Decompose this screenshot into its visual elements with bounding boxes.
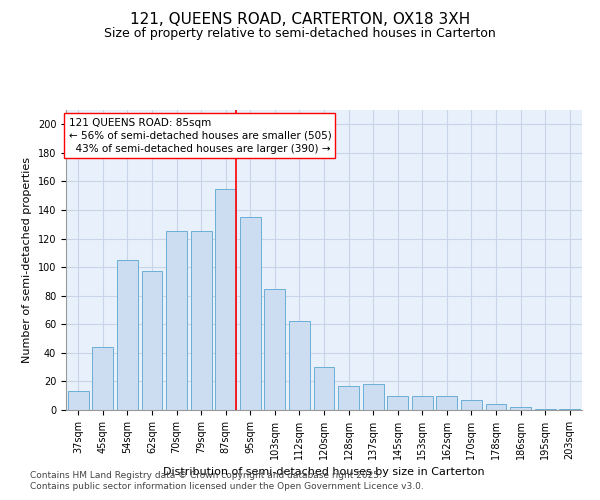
Y-axis label: Number of semi-detached properties: Number of semi-detached properties [22, 157, 32, 363]
Bar [412, 396, 433, 410]
Bar [215, 188, 236, 410]
Bar [117, 260, 138, 410]
Text: 121, QUEENS ROAD, CARTERTON, OX18 3XH: 121, QUEENS ROAD, CARTERTON, OX18 3XH [130, 12, 470, 28]
Bar [436, 396, 457, 410]
Bar [68, 392, 89, 410]
X-axis label: Distribution of semi-detached houses by size in Carterton: Distribution of semi-detached houses by … [163, 468, 485, 477]
Bar [240, 217, 261, 410]
Bar [510, 407, 531, 410]
Bar [338, 386, 359, 410]
Bar [289, 322, 310, 410]
Bar [191, 232, 212, 410]
Bar [142, 272, 163, 410]
Bar [461, 400, 482, 410]
Bar [559, 408, 580, 410]
Bar [362, 384, 383, 410]
Bar [166, 232, 187, 410]
Bar [265, 288, 286, 410]
Bar [485, 404, 506, 410]
Bar [387, 396, 408, 410]
Text: 121 QUEENS ROAD: 85sqm
← 56% of semi-detached houses are smaller (505)
  43% of : 121 QUEENS ROAD: 85sqm ← 56% of semi-det… [68, 118, 331, 154]
Bar [535, 408, 556, 410]
Text: Size of property relative to semi-detached houses in Carterton: Size of property relative to semi-detach… [104, 28, 496, 40]
Text: Contains public sector information licensed under the Open Government Licence v3: Contains public sector information licen… [30, 482, 424, 491]
Bar [314, 367, 334, 410]
Text: Contains HM Land Registry data © Crown copyright and database right 2025.: Contains HM Land Registry data © Crown c… [30, 471, 382, 480]
Bar [92, 347, 113, 410]
